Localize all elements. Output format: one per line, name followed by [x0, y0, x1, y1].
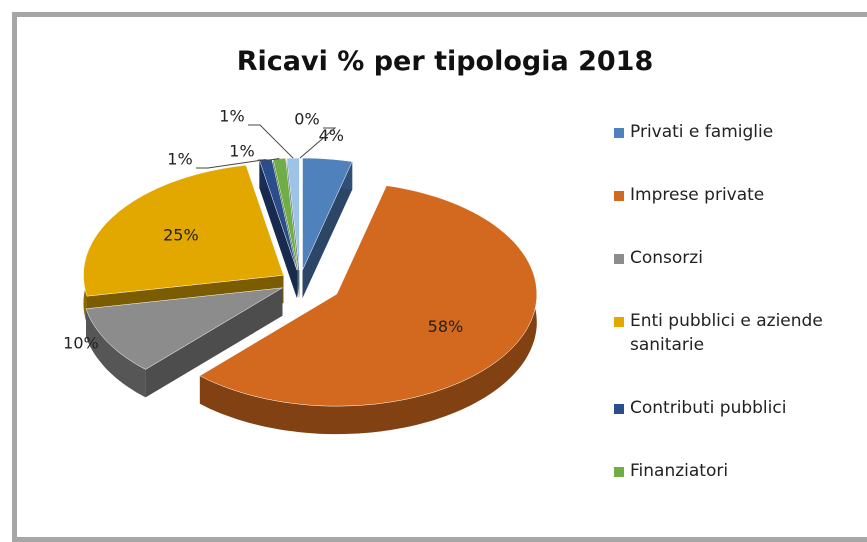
legend-label: Enti pubblici e aziende sanitarie	[630, 311, 823, 355]
legend-item: Contributi pubblici	[614, 396, 859, 420]
data-label: 0%	[294, 110, 319, 129]
slice	[199, 185, 538, 407]
legend-item: Imprese private	[614, 183, 859, 207]
legend-swatch	[614, 128, 624, 138]
legend-item: Consorzi	[614, 246, 859, 270]
chart-title: Ricavi % per tipologia 2018	[237, 46, 654, 77]
slice	[83, 164, 284, 297]
legend-swatch	[614, 191, 624, 201]
leader-line	[248, 124, 294, 159]
slice-band	[86, 308, 146, 398]
legend-item: Enti pubblici e aziende sanitarie	[614, 309, 859, 357]
slice	[302, 157, 353, 271]
data-label: 1%	[229, 142, 254, 161]
page: Ricavi % per tipologia 2018 4% 58% 10% 25% 1…	[12, 12, 867, 542]
legend-label: Privati e famiglie	[630, 122, 774, 142]
slice-band	[199, 185, 537, 435]
legend-label: Finanziatori	[630, 461, 729, 481]
data-label: 25%	[163, 226, 199, 245]
data-label: 10%	[63, 333, 99, 352]
data-label: 1%	[167, 150, 192, 169]
leader-line	[299, 127, 337, 159]
slice	[85, 287, 283, 370]
slice-edge	[259, 160, 297, 299]
legend-item: Privati e famiglie	[614, 120, 859, 144]
legend-swatch	[614, 467, 624, 477]
chart: Ricavi % per tipologia 2018 4% 58% 10% 25% 1…	[63, 46, 654, 435]
legend-item: Finanziatori	[614, 459, 859, 483]
legend-label: Imprese private	[630, 185, 765, 205]
legend-label: Consorzi	[630, 248, 703, 268]
data-label: 4%	[319, 126, 344, 145]
slice-edge	[302, 161, 353, 299]
leader-line	[196, 159, 266, 169]
data-label: 1%	[219, 107, 244, 126]
legend-swatch	[614, 317, 624, 327]
legend-label: Contributi pubblici	[630, 398, 787, 418]
legend: Privati e famiglie Imprese private Consorz…	[614, 120, 859, 522]
data-label: 58%	[428, 317, 464, 336]
legend-swatch	[614, 404, 624, 414]
slice	[286, 157, 300, 271]
leader-line	[258, 158, 280, 161]
legend-swatch	[614, 254, 624, 264]
